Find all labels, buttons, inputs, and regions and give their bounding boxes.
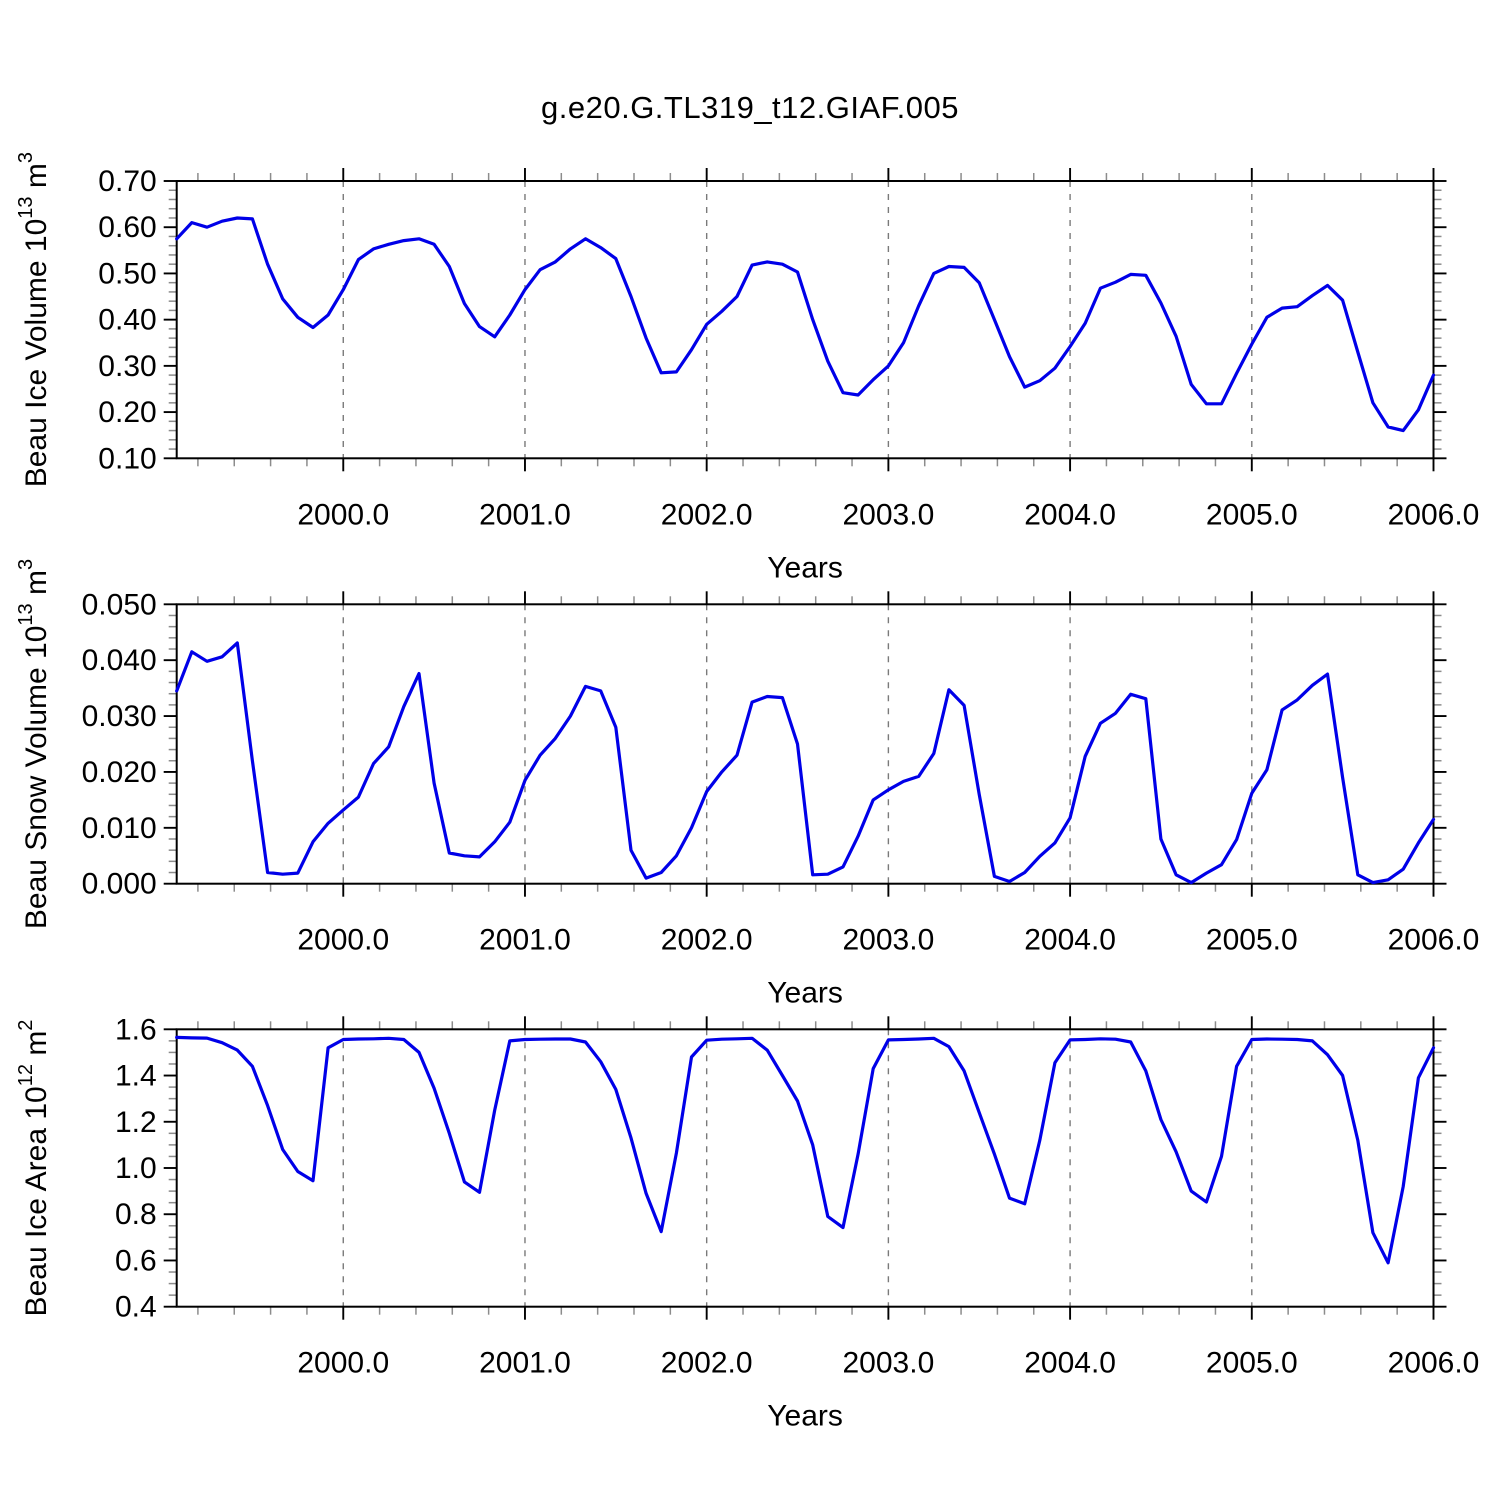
x-tick-label: 2006.0: [1388, 1347, 1480, 1380]
y-axis-title: Beau Snow Volume 1013 m3: [15, 559, 53, 929]
ticks-beau-snow-volume: [163, 591, 1447, 897]
gridlines-beau-ice-area: [342, 1029, 1253, 1307]
y-tick-label: 0.70: [98, 165, 156, 198]
plot-frame: [175, 603, 1435, 885]
y-axis-title: Beau Ice Volume 1013 m3: [15, 152, 53, 487]
gridlines-beau-ice-volume: [342, 181, 1253, 459]
series-line-beau-ice-area: [175, 1035, 1436, 1265]
figure-title: g.e20.G.TL319_t12.GIAF.005: [541, 90, 959, 125]
x-axis-title: Years: [767, 977, 843, 1010]
y-tick-label: 0.020: [82, 756, 157, 789]
series-line-beau-ice-volume: [175, 216, 1436, 433]
y-tick-label: 0.30: [98, 350, 156, 383]
y-tick-label: 0.4: [115, 1291, 157, 1324]
x-tick-labels-beau-ice-volume: 2000.0 2001.0 2002.0 2003.0 2004.0 2005.0 2006…: [297, 498, 1479, 531]
y-tick-labels-beau-ice-area: 0.4 0.6 0.8 1.0 1.2 1.4 1.6: [115, 1013, 157, 1323]
x-axis-title: Years: [767, 1400, 843, 1433]
x-tick-label: 2000.0: [297, 498, 389, 531]
y-tick-label: 0.40: [98, 304, 156, 337]
plot-frame: [175, 180, 1435, 460]
ticks-beau-ice-area: [163, 1016, 1447, 1320]
ticks-beau-ice-volume: [163, 168, 1447, 472]
x-tick-label: 2004.0: [1024, 498, 1116, 531]
x-tick-label: 2001.0: [479, 498, 571, 531]
x-tick-label: 2003.0: [843, 924, 935, 957]
x-tick-label: 2006.0: [1388, 924, 1480, 957]
y-tick-labels-beau-snow-volume: 0.000 0.010 0.020 0.030 0.040 0.050: [82, 588, 157, 900]
x-tick-label: 2004.0: [1024, 924, 1116, 957]
x-tick-label: 2002.0: [661, 924, 753, 957]
x-tick-labels-beau-snow-volume: 2000.0 2001.0 2002.0 2003.0 2004.0 2005.0 2006…: [297, 924, 1479, 957]
x-tick-label: 2003.0: [843, 498, 935, 531]
plot-beau-snow-volume: 2000.0 2001.0 2002.0 2003.0 2004.0 2005.0 2006…: [15, 559, 1479, 1010]
y-tick-label: 0.20: [98, 396, 156, 429]
y-tick-label: 0.010: [82, 812, 157, 845]
x-tick-label: 2000.0: [297, 924, 389, 957]
y-tick-label: 0.60: [98, 211, 156, 244]
x-tick-label: 2001.0: [479, 924, 571, 957]
x-tick-label: 2006.0: [1388, 498, 1480, 531]
y-tick-label: 1.6: [115, 1013, 157, 1046]
x-tick-label: 2001.0: [479, 1347, 571, 1380]
series-line-beau-snow-volume: [175, 641, 1436, 885]
y-tick-label: 0.000: [82, 868, 157, 901]
y-tick-labels-beau-ice-volume: 0.10 0.20 0.30 0.40 0.50 0.60 0.70: [98, 165, 156, 475]
y-tick-label: 1.0: [115, 1152, 157, 1185]
y-tick-label: 0.040: [82, 644, 157, 677]
x-tick-label: 2005.0: [1206, 498, 1298, 531]
y-tick-label: 0.8: [115, 1198, 157, 1231]
x-axis-title: Years: [767, 551, 843, 584]
x-tick-label: 2002.0: [661, 498, 753, 531]
x-tick-label: 2002.0: [661, 1347, 753, 1380]
y-tick-label: 0.030: [82, 700, 157, 733]
plot-beau-ice-area: 2000.0 2001.0 2002.0 2003.0 2004.0 2005.0 2006…: [15, 1013, 1479, 1432]
y-tick-label: 0.10: [98, 442, 156, 475]
y-tick-label: 1.4: [115, 1060, 157, 1093]
y-tick-label: 1.2: [115, 1106, 157, 1139]
x-tick-label: 2005.0: [1206, 924, 1298, 957]
x-tick-label: 2003.0: [843, 1347, 935, 1380]
y-tick-label: 0.050: [82, 588, 157, 621]
y-axis-title: Beau Ice Area 1012 m2: [15, 1020, 53, 1317]
x-tick-label: 2005.0: [1206, 1347, 1298, 1380]
x-tick-label: 2004.0: [1024, 1347, 1116, 1380]
y-tick-label: 0.6: [115, 1244, 157, 1277]
plot-frame: [175, 1028, 1435, 1308]
y-tick-label: 0.50: [98, 257, 156, 290]
x-tick-label: 2000.0: [297, 1347, 389, 1380]
x-tick-labels-beau-ice-area: 2000.0 2001.0 2002.0 2003.0 2004.0 2005.0 2006…: [297, 1347, 1479, 1380]
plot-beau-ice-volume: 2000.0 2001.0 2002.0 2003.0 2004.0 2005.0 2006…: [15, 152, 1479, 584]
